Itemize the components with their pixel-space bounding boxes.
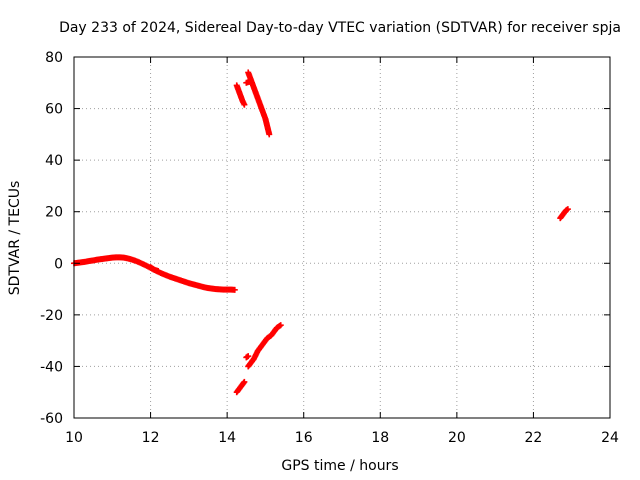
x-tick-label: 24	[601, 430, 619, 446]
series-arc-5	[243, 78, 254, 86]
data-point	[247, 78, 254, 85]
y-axis-label: SDTVAR / TECUs	[7, 181, 23, 296]
x-tick-label: 18	[371, 430, 389, 446]
y-tick-label: -60	[40, 411, 63, 427]
series-arc-2	[147, 264, 162, 275]
series-arc-3	[233, 82, 248, 108]
axis-ticks	[73, 56, 611, 419]
chart-title: Day 233 of 2024, Sidereal Day-to-day VTE…	[59, 20, 621, 36]
y-tick-label: 60	[45, 102, 63, 118]
series-arc-7	[243, 353, 252, 361]
series-arc-6	[233, 378, 248, 396]
series-arc-8	[245, 322, 284, 370]
x-tick-labels: 10 12 14 16 18 20 22 24	[65, 430, 619, 446]
series-arc-1	[71, 254, 238, 293]
plot-frame	[73, 56, 611, 419]
data-point	[277, 322, 284, 329]
y-tick-label: -20	[40, 308, 63, 324]
data-point	[241, 101, 248, 108]
data-point	[266, 131, 273, 138]
data-point	[231, 286, 238, 293]
series-arc-9	[557, 206, 571, 222]
data-point	[564, 206, 571, 213]
y-tick-label: 80	[45, 50, 63, 66]
y-tick-labels: -60 -40 -20 0 20 40 60 80	[40, 50, 63, 427]
data-points	[71, 69, 571, 396]
data-point	[245, 353, 252, 360]
data-point	[241, 378, 248, 385]
data-point	[155, 268, 162, 275]
y-tick-label: 20	[45, 205, 63, 221]
x-tick-label: 14	[218, 430, 236, 446]
x-tick-label: 16	[295, 430, 313, 446]
y-tick-label: 40	[45, 153, 63, 169]
y-tick-label: 0	[54, 256, 63, 272]
x-tick-label: 22	[525, 430, 543, 446]
x-tick-label: 20	[448, 430, 466, 446]
x-tick-label: 10	[65, 430, 83, 446]
x-tick-label: 12	[142, 430, 160, 446]
y-tick-label: -40	[40, 359, 63, 375]
grid	[74, 57, 610, 418]
x-axis-label: GPS time / hours	[281, 458, 398, 474]
